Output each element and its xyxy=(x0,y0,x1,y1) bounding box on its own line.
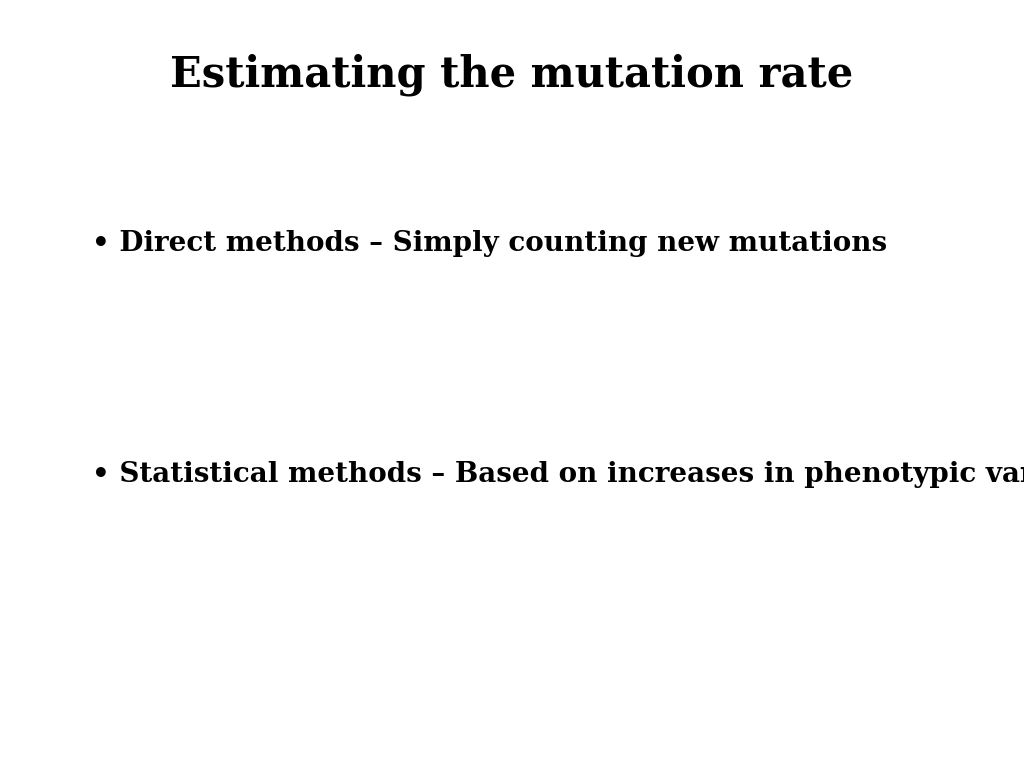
Text: • Direct methods – Simply counting new mutations: • Direct methods – Simply counting new m… xyxy=(92,230,887,257)
Text: Estimating the mutation rate: Estimating the mutation rate xyxy=(170,54,854,96)
Text: • Statistical methods – Based on increases in phenotypic variance: • Statistical methods – Based on increas… xyxy=(92,461,1024,488)
